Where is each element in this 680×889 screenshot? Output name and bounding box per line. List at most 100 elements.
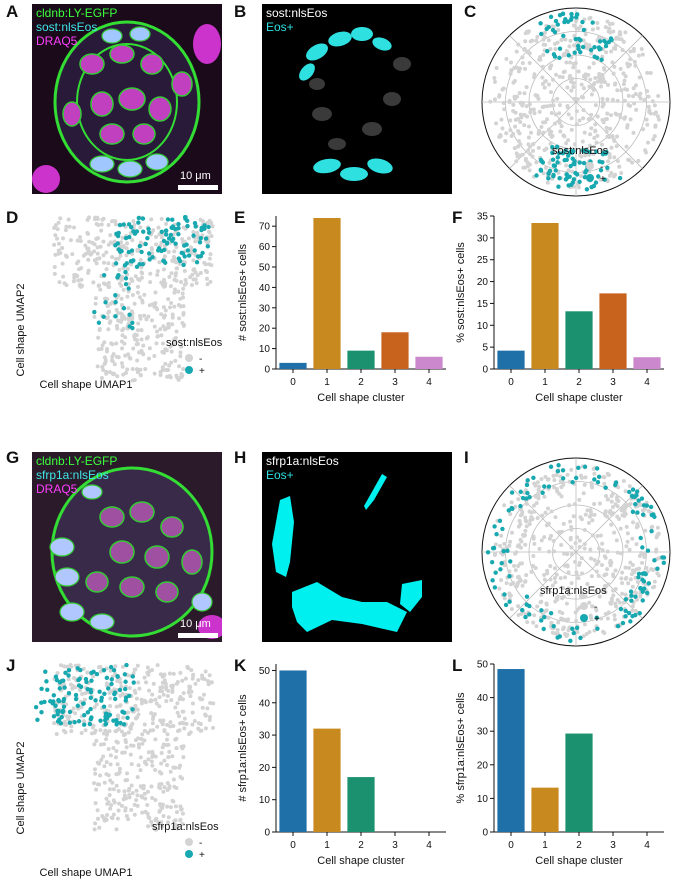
cell-point-positive: [569, 11, 574, 17]
cell-point-negative: [151, 681, 156, 686]
cell-point-negative: [139, 337, 144, 342]
cell-point-negative: [106, 222, 111, 227]
cell-point-negative: [57, 280, 62, 285]
cell-point-positive: [597, 47, 602, 52]
cell-point-negative: [94, 261, 99, 266]
legend-title: sost:nlsEos: [166, 337, 223, 349]
cell-point-negative: [508, 128, 513, 133]
cell-point-negative: [180, 291, 185, 296]
cell-point-positive: [113, 261, 119, 266]
cell-point-negative: [579, 591, 584, 596]
y-axis-title: # sost:nlsEos+ cells: [237, 244, 249, 341]
cell-point-negative: [630, 160, 635, 165]
cell-point-negative: [499, 578, 504, 583]
cell-point-negative: [177, 714, 182, 719]
cell-point-negative: [558, 129, 563, 134]
cell-point-positive: [101, 704, 107, 709]
y-tick-label: 0: [482, 365, 488, 376]
cell-point-negative: [181, 691, 186, 696]
cell-point-negative: [182, 269, 187, 274]
cell-point-negative: [562, 134, 567, 139]
cell-point-negative: [507, 543, 512, 548]
y-tick-label: 5: [482, 343, 488, 354]
cell-point-negative: [129, 277, 134, 282]
cell-point-positive: [572, 158, 577, 164]
cell-point-negative: [73, 685, 78, 690]
cell-point-negative: [159, 312, 164, 317]
x-tick-label: 0: [508, 840, 514, 851]
cell-point-negative: [115, 326, 120, 331]
cell-point-positive: [499, 560, 504, 566]
cell-point-negative: [528, 39, 533, 44]
cell-point-negative: [183, 278, 188, 283]
cell-point-negative: [100, 364, 105, 369]
cell-point-negative: [176, 377, 181, 382]
cell-point-negative: [108, 806, 113, 811]
cell-point-positive: [570, 626, 575, 631]
cell-point-negative: [178, 296, 183, 301]
cell-point-negative: [169, 349, 174, 354]
cell-point-negative: [143, 366, 148, 371]
cell-point-negative: [607, 26, 612, 31]
cell-point-negative: [101, 281, 106, 286]
x-tick-label: 0: [290, 840, 296, 851]
cell-point-positive: [554, 144, 560, 150]
cell-point-negative: [646, 140, 651, 145]
cell-point-positive: [77, 676, 82, 682]
cell-point-positive: [634, 493, 639, 498]
cell-point-negative: [509, 607, 514, 612]
cell-point-negative: [97, 825, 102, 830]
cell-point-negative: [564, 60, 569, 65]
legend-c: sost:nlsEos - +: [552, 145, 609, 185]
cell-point-positive: [166, 236, 172, 241]
cell-point-positive: [122, 263, 128, 268]
cell-point-negative: [146, 757, 151, 762]
cell-point-positive: [124, 662, 129, 668]
cell-point-negative: [124, 814, 129, 819]
cell-point-negative: [207, 229, 212, 234]
cell-point-positive: [493, 570, 498, 575]
cell-point-negative: [628, 49, 633, 54]
cell-point-positive: [578, 635, 583, 641]
cell-point-negative: [590, 604, 595, 609]
cell-point-negative: [58, 663, 63, 668]
cell-point-negative: [628, 577, 633, 582]
reporter-label: sfrp1a:nlsEos: [266, 454, 339, 468]
cell-point-negative: [574, 122, 579, 127]
cell-point-negative: [161, 692, 166, 697]
cell-point-negative: [207, 717, 212, 722]
cell-point-negative: [548, 577, 553, 582]
cell-point-negative: [589, 51, 594, 56]
cell-point-negative: [622, 78, 627, 83]
cell-point-negative: [173, 822, 178, 827]
cell-point-positive: [597, 39, 603, 44]
cell-point-negative: [499, 117, 504, 122]
x-axis-title: Cell shape cluster: [317, 855, 405, 867]
cell-point-negative: [516, 42, 521, 47]
cell-point-negative: [131, 346, 136, 351]
cell-point-negative: [534, 160, 539, 165]
cell-point-negative: [589, 480, 594, 485]
cell-point-negative: [90, 725, 95, 730]
panel-letter-i: I: [464, 448, 469, 467]
cell-point-negative: [166, 815, 171, 820]
cell-point-positive: [130, 325, 135, 331]
legend-negative-label: -: [600, 162, 603, 173]
cell-point-negative: [535, 516, 540, 521]
cell-point-positive: [62, 685, 67, 690]
cell-point-negative: [137, 350, 142, 355]
cell-point-positive: [550, 145, 555, 150]
cell-point-negative: [98, 664, 103, 669]
cell-point-negative: [142, 313, 147, 318]
cell-point-negative: [102, 260, 107, 265]
cell-point-negative: [167, 671, 172, 676]
cell-point-negative: [64, 254, 69, 259]
cell-point-negative: [516, 117, 521, 122]
cell-point-positive: [636, 575, 641, 580]
cell-point-negative: [626, 93, 631, 98]
legend-negative-label: -: [199, 354, 202, 365]
cell-point-positive: [629, 593, 634, 598]
cell-point-negative: [554, 72, 559, 77]
cell-point-negative: [160, 349, 165, 354]
cell-point-positive: [648, 504, 654, 510]
